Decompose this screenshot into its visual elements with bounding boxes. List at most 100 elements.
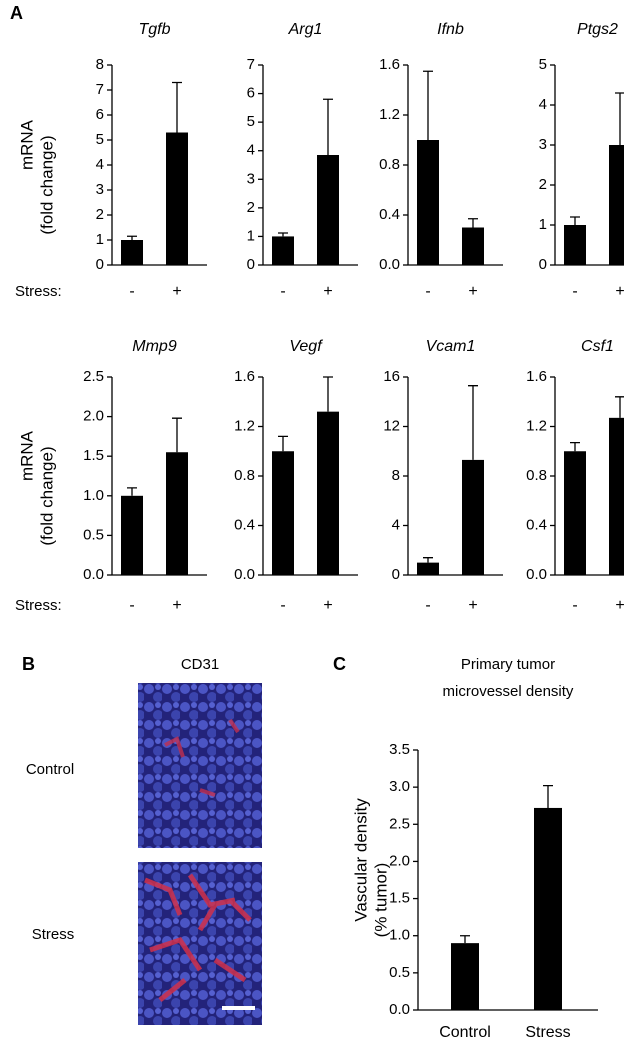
bar xyxy=(166,132,188,265)
y-tick-label: 0.8 xyxy=(234,467,255,484)
x-tick-label: + xyxy=(172,597,181,614)
y-tick-label: 0.5 xyxy=(389,964,410,981)
y-tick-label: 4 xyxy=(96,156,104,173)
x-tick-label: - xyxy=(425,597,430,614)
chart-title: Vcam1 xyxy=(426,338,476,355)
y-tick-label: 1.2 xyxy=(234,417,255,434)
y-tick-label: 3 xyxy=(539,136,547,153)
y-tick-label: 0.4 xyxy=(526,516,547,533)
chart-title: Csf1 xyxy=(581,338,614,355)
x-tick-label: + xyxy=(615,597,624,614)
x-tick-label: - xyxy=(572,283,577,300)
y-tick-label: 0.0 xyxy=(526,566,547,583)
y-tick-label: 5 xyxy=(96,131,104,148)
image-row-label: Stress xyxy=(32,926,75,943)
y-tick-label: 0 xyxy=(247,256,255,273)
y-tick-label: 8 xyxy=(392,467,400,484)
y-tick-label: 1 xyxy=(247,227,255,244)
y-tick-label: 1 xyxy=(96,231,104,248)
y-tick-label: 1.2 xyxy=(526,417,547,434)
y-tick-label: 5 xyxy=(247,113,255,130)
x-tick-label: - xyxy=(572,597,577,614)
x-tick-label: + xyxy=(323,283,332,300)
y-tick-label: 7 xyxy=(96,81,104,98)
error-bar xyxy=(543,785,553,808)
y-tick-label: 3.5 xyxy=(389,741,410,758)
panel-label: C xyxy=(333,654,346,674)
micrograph xyxy=(138,862,262,1025)
y-tick-label: 2.0 xyxy=(389,852,410,869)
panel-label: A xyxy=(10,3,23,23)
y-axis-label: Vascular density xyxy=(351,798,370,922)
y-tick-label: 1.5 xyxy=(83,447,104,464)
error-bar xyxy=(570,216,580,225)
y-tick-label: 2 xyxy=(96,206,104,223)
y-tick-label: 4 xyxy=(539,96,547,113)
error-bar xyxy=(615,396,624,418)
chart-title: Primary tumor xyxy=(461,656,555,673)
image-title: CD31 xyxy=(181,656,219,673)
y-tick-label: 16 xyxy=(383,368,400,385)
y-axis-label: mRNA xyxy=(17,119,36,170)
chart-title: Ptgs2 xyxy=(577,21,618,38)
bar xyxy=(534,807,562,1010)
y-tick-label: 1.2 xyxy=(379,106,400,123)
y-tick-label: 6 xyxy=(247,85,255,102)
error-bar xyxy=(127,235,137,240)
error-bar xyxy=(468,385,478,460)
bar xyxy=(451,943,479,1010)
x-tick-label: - xyxy=(280,283,285,300)
y-tick-label: 1.0 xyxy=(389,927,410,944)
y-axis-label: (% tumor) xyxy=(371,863,390,938)
error-bar xyxy=(278,435,288,452)
y-tick-label: 0.8 xyxy=(526,467,547,484)
bar xyxy=(121,240,143,265)
bar xyxy=(462,459,484,575)
chart-title: Tgfb xyxy=(138,21,170,38)
y-tick-label: 8 xyxy=(96,56,104,73)
bar xyxy=(609,145,624,265)
y-tick-label: 0.0 xyxy=(83,566,104,583)
error-bar xyxy=(127,487,137,496)
row-label: Stress: xyxy=(15,283,62,300)
x-tick-label: - xyxy=(280,597,285,614)
bar xyxy=(462,227,484,265)
y-tick-label: 0.5 xyxy=(83,526,104,543)
image-row-label: Control xyxy=(26,761,74,778)
chart-title: Mmp9 xyxy=(132,338,177,355)
y-tick-label: 2.5 xyxy=(389,815,410,832)
y-tick-label: 2.0 xyxy=(83,408,104,425)
bar xyxy=(417,140,439,265)
y-tick-label: 3.0 xyxy=(389,778,410,795)
y-axis-label: (fold change) xyxy=(37,135,56,234)
row-label: Stress: xyxy=(15,597,62,614)
y-tick-label: 2.5 xyxy=(83,368,104,385)
micrograph xyxy=(138,683,262,848)
bar xyxy=(609,417,624,575)
y-tick-label: 1.6 xyxy=(234,368,255,385)
bar xyxy=(317,155,339,265)
y-tick-label: 0 xyxy=(539,256,547,273)
chart-title: Arg1 xyxy=(288,21,323,38)
bar xyxy=(121,495,143,575)
panel-label: B xyxy=(22,654,35,674)
x-tick-label: + xyxy=(172,283,181,300)
y-tick-label: 1.6 xyxy=(526,368,547,385)
y-tick-label: 0.0 xyxy=(389,1001,410,1018)
x-tick-label: - xyxy=(425,283,430,300)
error-bar xyxy=(172,417,182,453)
x-tick-label: + xyxy=(468,283,477,300)
y-tick-label: 12 xyxy=(383,417,400,434)
y-tick-label: 1.0 xyxy=(83,487,104,504)
y-tick-label: 3 xyxy=(96,181,104,198)
error-bar xyxy=(323,98,333,155)
chart-title: Vegf xyxy=(289,338,323,355)
y-tick-label: 0.4 xyxy=(379,206,400,223)
x-tick-label: + xyxy=(615,283,624,300)
y-tick-label: 0.8 xyxy=(379,156,400,173)
y-tick-label: 1.6 xyxy=(379,56,400,73)
x-tick-label: - xyxy=(129,283,134,300)
bar xyxy=(272,236,294,265)
error-bar xyxy=(323,376,333,412)
